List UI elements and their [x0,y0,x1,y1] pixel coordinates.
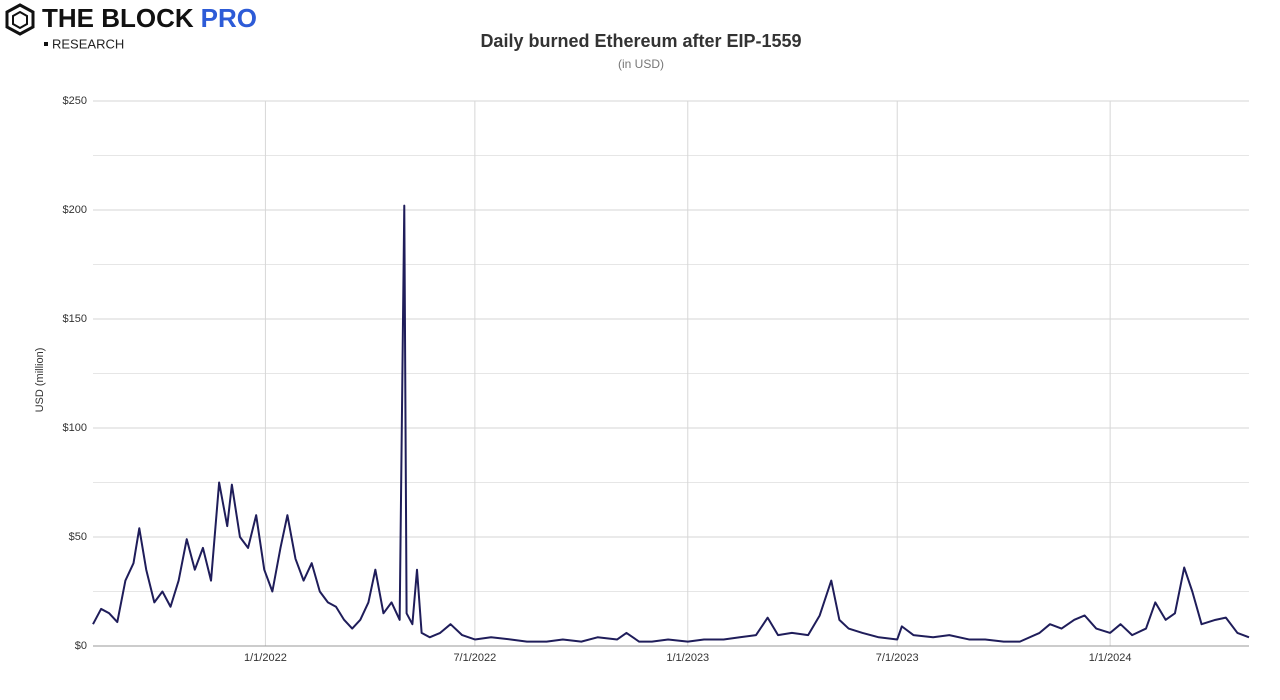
logo-bullet [44,42,48,46]
logo-name: THE BLOCK [42,3,194,33]
logo: THE BLOCK PRO RESEARCH [5,3,257,51]
logo-icon [12,10,28,30]
logo-text: THE BLOCK PRO [42,3,257,33]
y-tick-label: $150 [63,313,87,325]
x-tick-label: 7/1/2023 [876,652,919,664]
chart-subtitle: (in USD) [618,57,664,71]
x-tick-label: 7/1/2022 [453,652,496,664]
y-tick-label: $200 [63,204,87,216]
logo-suffix: PRO [201,3,257,33]
y-tick-label: $50 [69,531,87,543]
x-tick-label: 1/1/2022 [244,652,287,664]
y-axis-label: USD (million) [34,348,46,413]
x-tick-label: 1/1/2024 [1089,652,1132,664]
y-tick-label: $100 [63,422,87,434]
logo-icon [5,3,35,36]
chart-title: Daily burned Ethereum after EIP-1559 [480,31,801,51]
logo-tagline: RESEARCH [52,36,124,51]
x-tick-label: 1/1/2023 [666,652,709,664]
data-line [92,204,1250,643]
y-tick-label: $0 [75,640,87,652]
y-tick-label: $250 [63,95,87,107]
